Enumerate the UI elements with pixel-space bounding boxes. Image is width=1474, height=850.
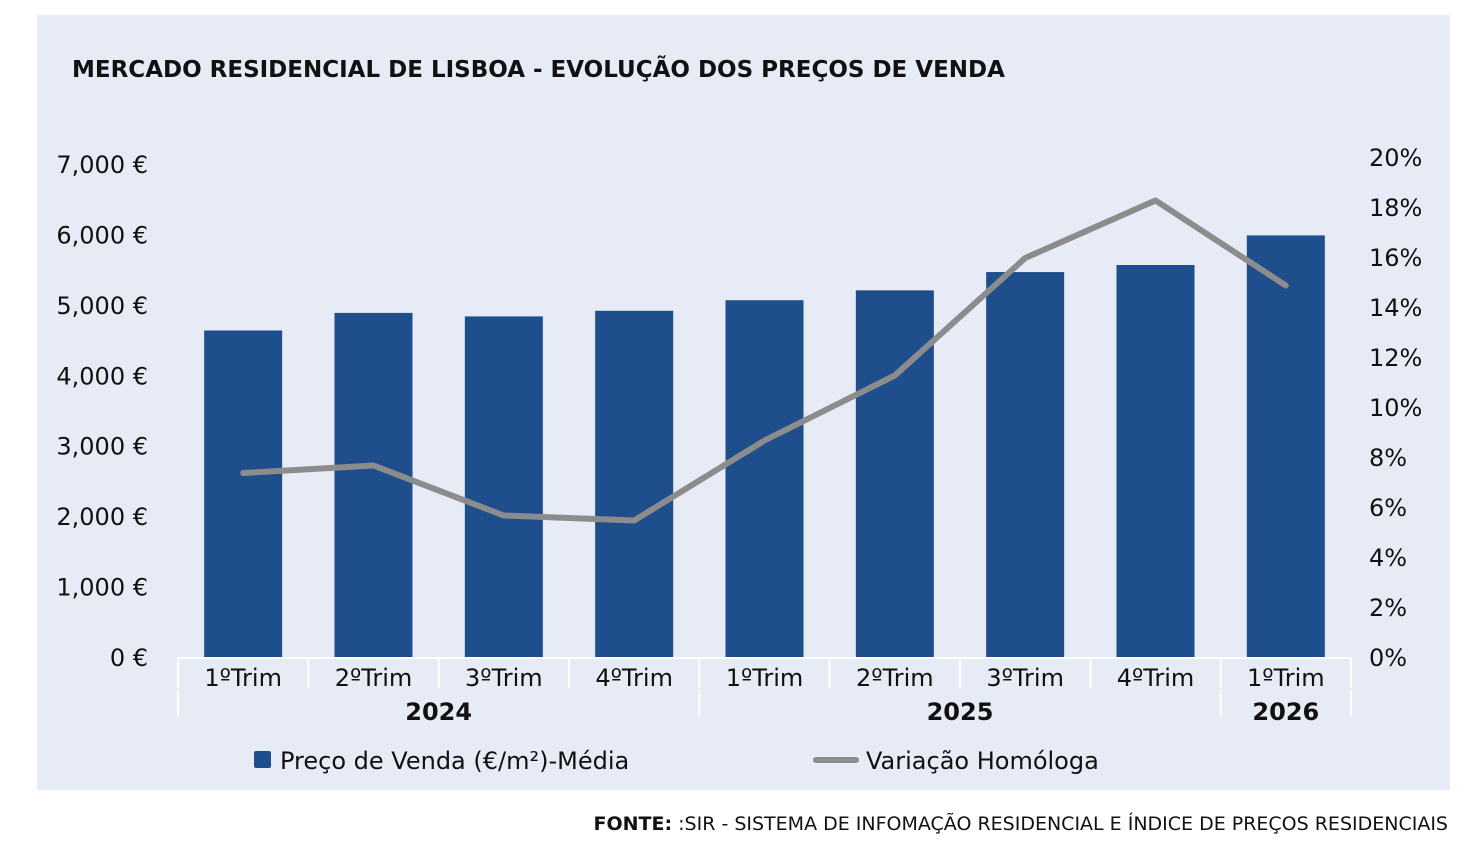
y-left-tick-label: 1,000 € [56, 574, 148, 602]
y-right-tick-label: 16% [1369, 244, 1422, 272]
bar [1116, 265, 1195, 658]
y-right-tick-label: 6% [1369, 494, 1407, 522]
x-group-label: 2025 [927, 698, 994, 726]
legend-label-bar: Preço de Venda (€/m²)-Média [280, 747, 629, 775]
x-axis: 1ºTrim 2ºTrim 3ºTrim 4ºTrim 1ºTrim 2ºTrim 3ºTr… [177, 657, 1352, 726]
x-tick-label: 2ºTrim [335, 664, 413, 692]
y-axis-right: 0% 2% 4% 6% 8% 10% 12% 14% 16% 18% 20% [1369, 144, 1422, 672]
line-series [240, 197, 1289, 524]
x-tick-label: 4ºTrim [1117, 664, 1195, 692]
y-right-tick-label: 10% [1369, 394, 1422, 422]
y-left-tick-label: 4,000 € [56, 362, 148, 390]
y-left-tick-label: 6,000 € [56, 221, 148, 249]
x-tick-label: 2ºTrim [856, 664, 934, 692]
legend-label-line: Variação Homóloga [866, 747, 1099, 775]
y-right-tick-label: 8% [1369, 444, 1407, 472]
y-right-tick-label: 14% [1369, 294, 1422, 322]
bar [464, 316, 543, 658]
x-tick-label: 1ºTrim [726, 664, 804, 692]
y-left-tick-label: 5,000 € [56, 292, 148, 320]
y-left-tick-label: 7,000 € [56, 151, 148, 179]
y-right-tick-label: 12% [1369, 344, 1422, 372]
x-tick-label: 3ºTrim [465, 664, 543, 692]
bar [725, 300, 804, 658]
y-left-tick-label: 0 € [110, 644, 148, 672]
x-tick-label: 4ºTrim [595, 664, 673, 692]
x-tick-label: 1ºTrim [1247, 664, 1325, 692]
legend: Preço de Venda (€/m²)-Média Variação Hom… [254, 747, 1099, 775]
bar-series [204, 235, 1325, 658]
line-path [240, 197, 1289, 524]
x-group-label: 2024 [405, 698, 472, 726]
bar [595, 310, 674, 658]
chart-title: MERCADO RESIDENCIAL DE LISBOA - EVOLUÇÃO… [72, 55, 1005, 83]
x-tick-label: 3ºTrim [986, 664, 1064, 692]
x-tick-label: 1ºTrim [204, 664, 282, 692]
bar [1246, 235, 1325, 658]
x-group-label: 2026 [1252, 698, 1319, 726]
bar [986, 272, 1065, 658]
source-text: :SIR - SISTEMA DE INFOMAÇÃO RESIDENCIAL … [672, 813, 1448, 835]
y-right-tick-label: 2% [1369, 594, 1407, 622]
bar [204, 330, 283, 658]
source-label: FONTE: [593, 813, 673, 835]
y-left-tick-label: 2,000 € [56, 503, 148, 531]
y-right-tick-label: 0% [1369, 644, 1407, 672]
legend-swatch-bar [254, 751, 271, 768]
y-axis-left: 0 € 1,000 € 2,000 € 3,000 € 4,000 € 5,000 € 6,… [56, 151, 148, 672]
bar [855, 290, 934, 658]
y-right-tick-label: 4% [1369, 544, 1407, 572]
y-right-tick-label: 18% [1369, 194, 1422, 222]
source-note: FONTE: :SIR - SISTEMA DE INFOMAÇÃO RESID… [594, 813, 1448, 835]
y-right-tick-label: 20% [1369, 144, 1422, 172]
y-left-tick-label: 3,000 € [56, 433, 148, 461]
bar [334, 312, 413, 658]
